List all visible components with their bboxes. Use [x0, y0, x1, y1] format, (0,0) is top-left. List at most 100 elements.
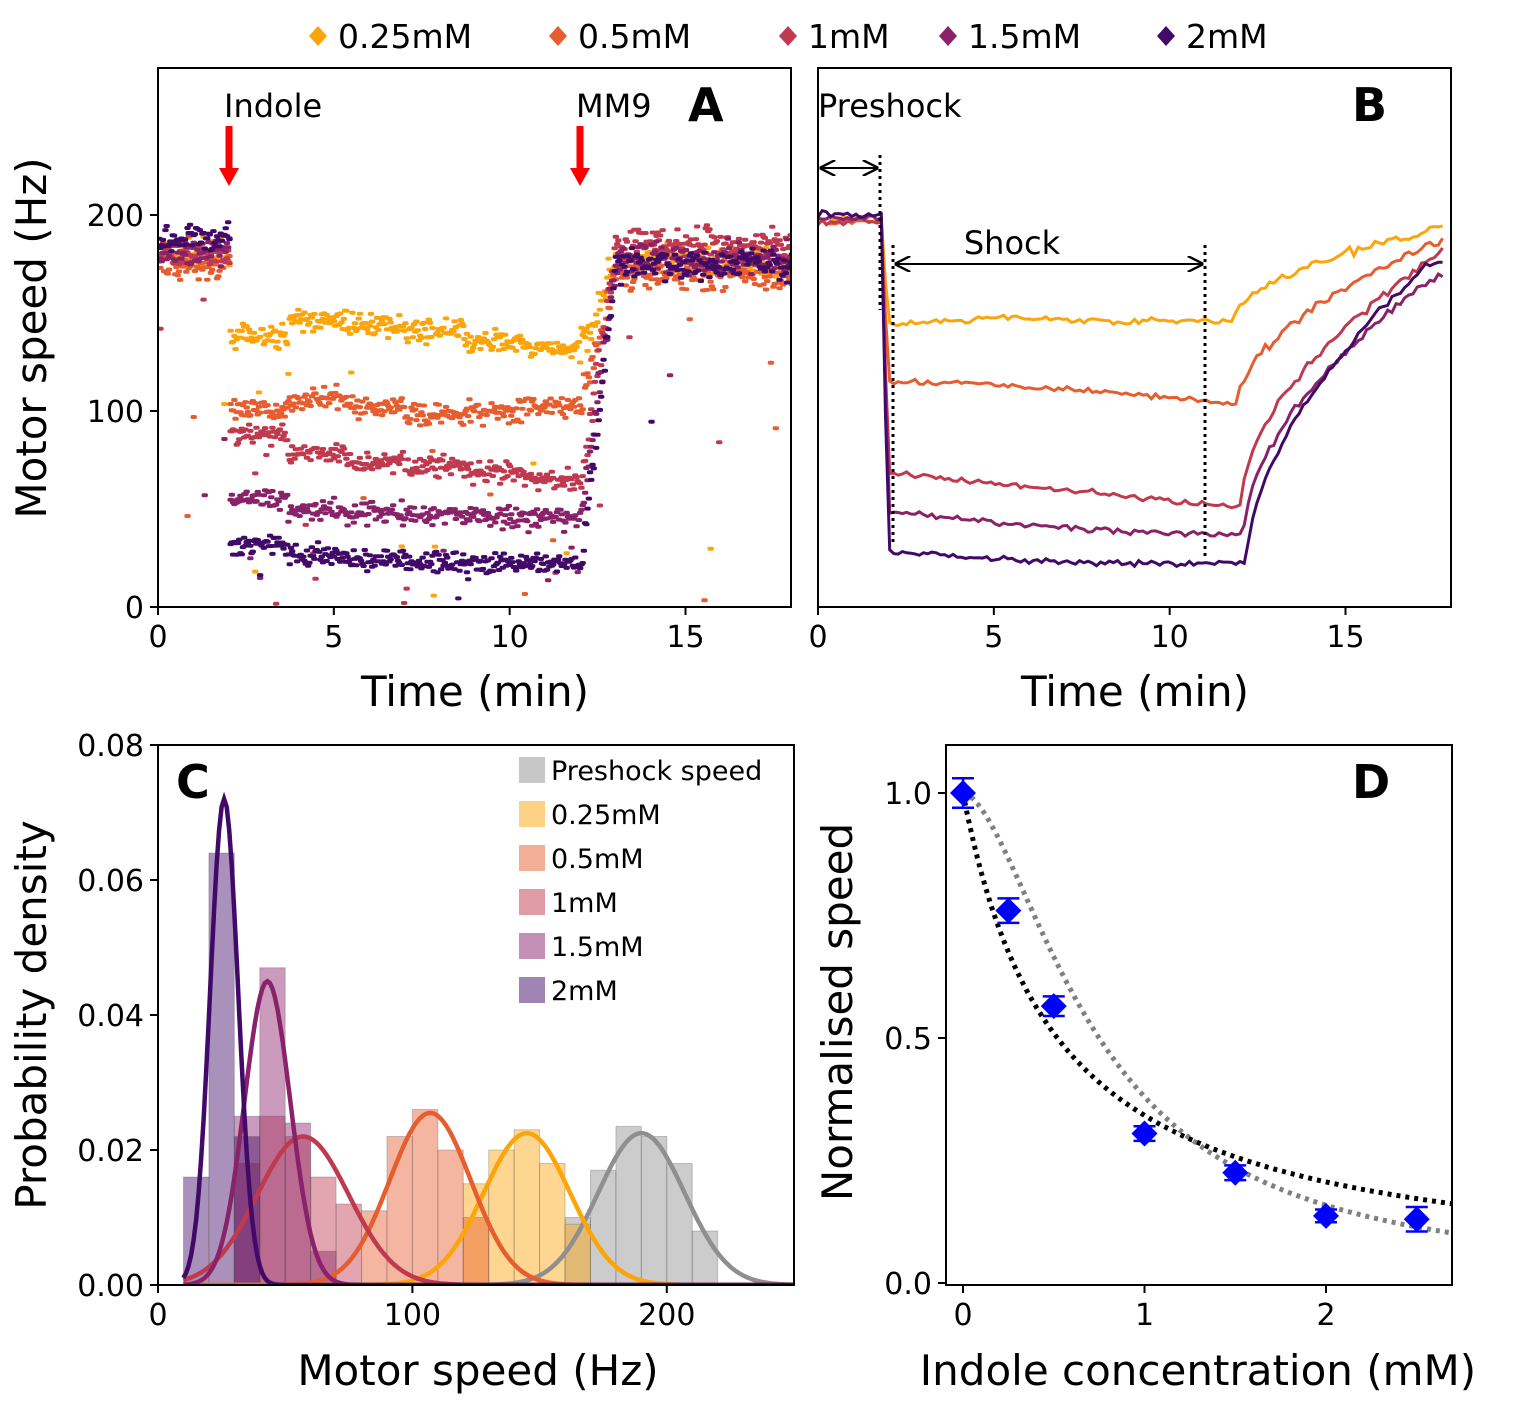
legend-swatch	[519, 845, 545, 871]
legend-marker	[309, 26, 327, 46]
panel-c-xlabel: Motor speed (Hz)	[297, 1346, 658, 1395]
panel-d-axes: 0 1 2 0.0 0.5 1.0	[884, 777, 1335, 1333]
x-tick-label: 5	[324, 620, 343, 655]
x-tick-label: 10	[1151, 620, 1189, 655]
legend-label: 2mM	[1186, 17, 1268, 56]
line-series-2mM	[818, 208, 1443, 569]
data-point	[1403, 1206, 1430, 1233]
x-tick-label: 0	[148, 620, 167, 655]
indole-label: Indole	[224, 87, 322, 125]
panel-b-xlabel: Time (min)	[1020, 667, 1249, 716]
legend-label: 0.25mM	[338, 17, 472, 56]
hist-bar-0.5mM	[437, 1149, 464, 1285]
legend-label: 1.5mM	[551, 932, 644, 963]
legend-label: 0.25mM	[551, 800, 661, 831]
legend-swatch	[519, 757, 545, 783]
panel-a: 0 5 10 15 0 100 200 Indole MM9 A Time (min) Mo…	[7, 67, 792, 716]
line-series-0.5mM	[818, 218, 1444, 407]
data-point	[1222, 1159, 1249, 1186]
panel-a-letter: A	[688, 78, 724, 132]
x-tick-label: 200	[638, 1298, 695, 1333]
data-point	[1313, 1202, 1339, 1229]
scatter-series-2mM	[158, 220, 791, 601]
y-tick-label: 200	[87, 199, 144, 234]
legend-swatch	[519, 977, 545, 1003]
hist-bar-Preshock speed	[589, 1169, 617, 1285]
y-tick-label: 0.02	[77, 1134, 144, 1169]
panel-d-ylabel: Normalised speed	[813, 823, 862, 1201]
panel-c: 0 100 200 0.00 0.02 0.04 0.06 0.08 Preshock spe…	[7, 729, 795, 1395]
x-tick-label: 15	[1326, 620, 1364, 655]
hist-bar-Preshock speed	[691, 1230, 719, 1285]
hist-bar-0.5mM	[386, 1136, 413, 1285]
preshock-label: Preshock	[818, 87, 962, 125]
x-tick-label: 10	[491, 620, 529, 655]
panel-b-data	[818, 208, 1444, 569]
scatter-series-0.5mM	[158, 247, 791, 603]
y-tick-label: 100	[87, 395, 144, 430]
panel-c-data	[181, 791, 794, 1285]
data-point	[1040, 993, 1067, 1020]
hist-bar-0.25mM	[462, 1183, 490, 1285]
data-point	[995, 897, 1022, 924]
panel-b-letter: B	[1352, 78, 1387, 132]
line-series-1mM	[818, 216, 1444, 510]
x-tick-label: 2	[1316, 1298, 1335, 1333]
panel-d-frame	[945, 744, 1453, 1286]
x-tick-label: 1	[1135, 1298, 1154, 1333]
panel-d-data	[950, 777, 1452, 1236]
x-tick-label: 15	[666, 620, 704, 655]
legend-marker	[779, 26, 797, 46]
x-tick-label: 0	[808, 620, 827, 655]
shock-label: Shock	[964, 224, 1061, 262]
hist-bar-1.5mM	[259, 967, 286, 1285]
panel-a-ylabel: Motor speed (Hz)	[7, 157, 56, 518]
x-tick-label: 0	[148, 1298, 167, 1333]
panel-b: 0 5 10 15 Preshock Shock B Time (min)	[808, 67, 1452, 716]
y-tick-label: 1.0	[884, 777, 932, 812]
y-tick-label: 0.0	[884, 1267, 932, 1302]
y-tick-label: 0.00	[77, 1269, 144, 1304]
x-tick-label: 0	[953, 1298, 972, 1333]
panel-a-data	[158, 220, 791, 606]
y-tick-label: 0	[125, 591, 144, 626]
line-series-0.25mM	[818, 214, 1443, 328]
panel-d-letter: D	[1352, 755, 1390, 809]
panel-c-legend: Preshock speed 0.25mM 0.5mM 1mM 1.5mM 2mM	[519, 756, 762, 1007]
mm9-label: MM9	[576, 87, 652, 125]
fit-line-hyperbolic	[960, 792, 1452, 1207]
hist-bar-0.25mM	[513, 1129, 541, 1285]
y-tick-label: 0.08	[77, 729, 144, 764]
fit-line-hill	[962, 790, 1452, 1236]
panel-c-letter: C	[176, 755, 210, 809]
panel-b-axes: 0 5 10 15	[808, 607, 1365, 655]
legend-swatch	[519, 801, 545, 827]
hist-bar-1mM	[259, 1115, 286, 1285]
legend-swatch	[519, 933, 545, 959]
top-legend: 0.25mM 0.5mM 1mM 1.5mM 2mM	[309, 17, 1268, 56]
y-tick-label: 0.06	[77, 864, 144, 899]
indole-arrow	[219, 126, 239, 186]
data-point	[950, 780, 976, 806]
legend-label: 1mM	[551, 888, 618, 919]
legend-label: 0.5mM	[551, 844, 644, 875]
legend-label: 2mM	[551, 976, 618, 1007]
legend-marker	[549, 26, 567, 46]
fit-curve-1.5mM	[183, 978, 794, 1285]
panel-a-xlabel: Time (min)	[360, 667, 589, 716]
legend-label: 0.5mM	[578, 17, 691, 56]
legend-marker	[939, 26, 957, 46]
fit-curve-1mM	[182, 1134, 794, 1285]
hist-bar-0.5mM	[411, 1109, 439, 1285]
panel-c-ylabel: Probability density	[7, 820, 56, 1209]
panel-a-axes: 0 5 10 15 0 100 200	[87, 199, 705, 655]
panel-d-xlabel: Indole concentration (mM)	[920, 1346, 1476, 1395]
hist-bar-Preshock speed	[640, 1136, 668, 1285]
legend-marker	[1157, 26, 1175, 46]
panel-b-frame	[817, 67, 1452, 608]
x-tick-label: 100	[384, 1298, 441, 1333]
panel-d: 0 1 2 0.0 0.5 1.0 D Indole concentration (mM)…	[813, 744, 1476, 1395]
data-point	[1131, 1120, 1158, 1147]
y-tick-label: 0.04	[77, 999, 144, 1034]
